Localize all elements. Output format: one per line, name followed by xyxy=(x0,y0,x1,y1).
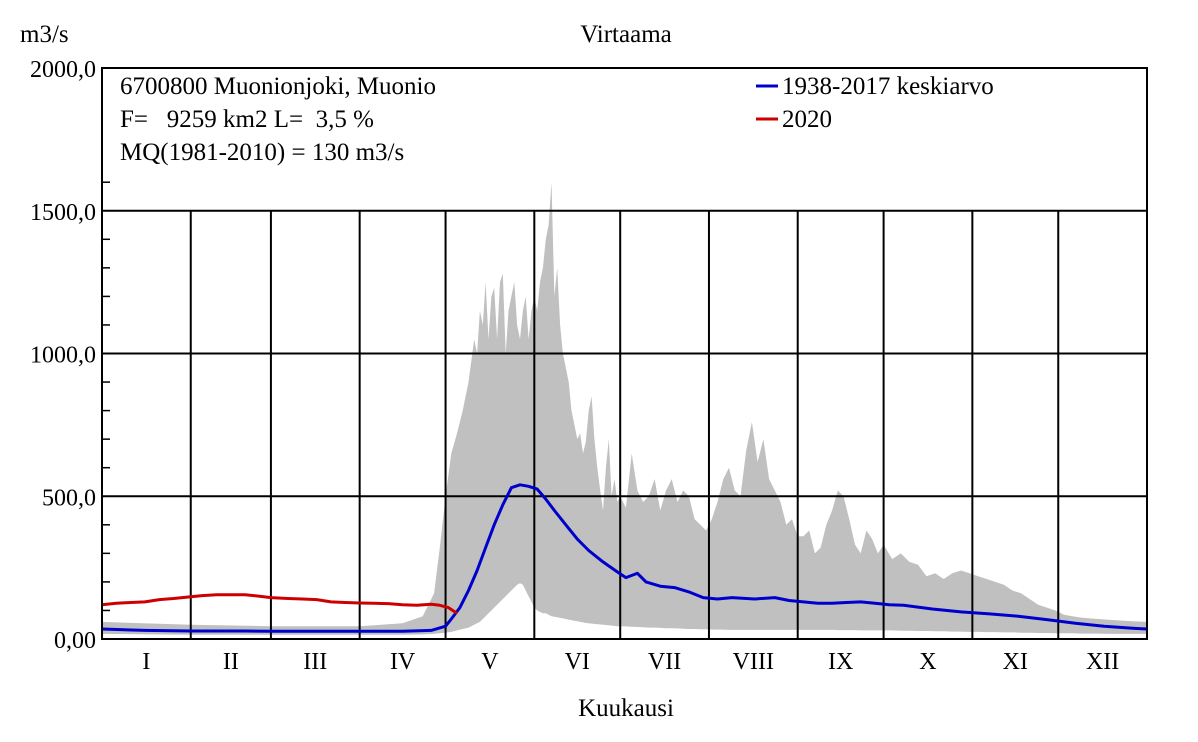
info-box-background xyxy=(102,66,742,178)
month-label-layer: I II III IV V VI VII VIII IX X XI XII xyxy=(142,649,1119,675)
info-box: 6700800 Muonionjoki, Muonio F= 9259 km2 … xyxy=(102,66,742,178)
month-label: V xyxy=(481,649,499,675)
series-line-1 xyxy=(101,593,458,615)
month-label: XI xyxy=(1003,649,1028,675)
y-tick-label: 1500,0 xyxy=(30,200,96,226)
range-band xyxy=(102,182,1147,635)
grid-layer xyxy=(102,209,1147,639)
info-area: F= 9259 km2 L= 3,5 % xyxy=(120,106,374,133)
y-tick-label: 500,0 xyxy=(42,485,96,511)
legend-background xyxy=(742,68,1056,142)
series-layer xyxy=(101,483,1148,633)
month-label: IV xyxy=(390,649,416,675)
x-axis-label: Kuukausi xyxy=(578,695,674,722)
month-label: VI xyxy=(565,649,590,675)
legend-label-2020: 2020 xyxy=(782,106,832,133)
month-label: XII xyxy=(1086,649,1119,675)
series-line-0 xyxy=(101,483,1148,633)
month-label: I xyxy=(142,649,150,675)
month-label: III xyxy=(303,649,327,675)
chart-title: Virtaama xyxy=(580,21,672,48)
month-label: VIII xyxy=(733,649,774,675)
y-tick-layer: 0,00 500,0 1000,0 1500,0 2000,0 xyxy=(30,57,110,654)
month-label: VII xyxy=(648,649,681,675)
month-label: IX xyxy=(828,649,853,675)
month-label: II xyxy=(223,649,239,675)
y-tick-label: 2000,0 xyxy=(30,57,96,83)
plot-frame xyxy=(101,67,1148,640)
info-mean-flow: MQ(1981-2010) = 130 m3/s xyxy=(120,139,404,166)
y-tick-label: 0,00 xyxy=(54,628,96,654)
legend-label-mean: 1938-2017 keskiarvo xyxy=(782,73,994,100)
info-station: 6700800 Muonionjoki, Muonio xyxy=(120,73,436,100)
y-axis-unit-label: m3/s xyxy=(20,21,69,48)
legend: 1938-2017 keskiarvo 2020 xyxy=(742,68,1056,142)
month-label: X xyxy=(919,649,936,675)
range-band-layer xyxy=(102,182,1147,635)
y-tick-label: 1000,0 xyxy=(30,343,96,369)
